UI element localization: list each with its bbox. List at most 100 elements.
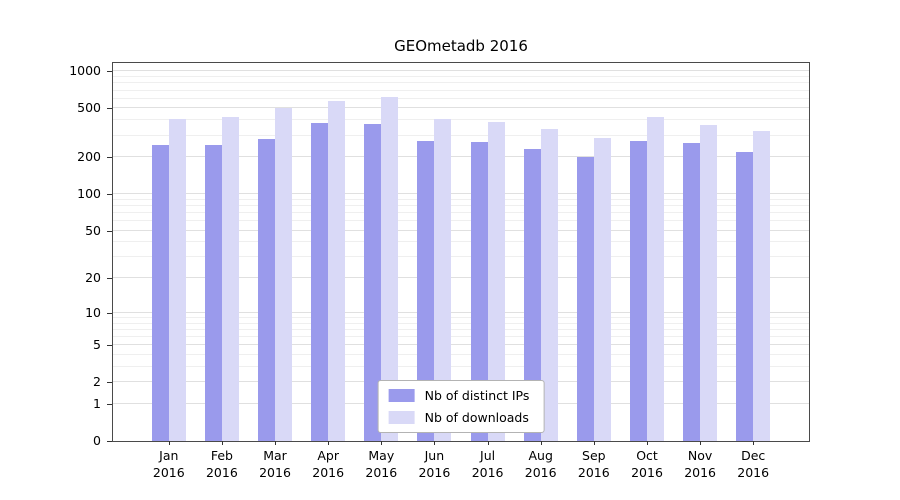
bar-downloads (753, 131, 771, 441)
x-tick-label: Apr 2016 (312, 448, 345, 480)
x-tick-label: Aug 2016 (524, 448, 557, 480)
y-tick-mark (107, 278, 112, 280)
x-tick-mark (540, 441, 542, 445)
y-tick-label: 1 (93, 395, 101, 411)
gridline (113, 328, 809, 330)
y-tick-mark (107, 108, 112, 110)
y-tick-label: 1000 (69, 63, 101, 79)
x-tick-mark (328, 441, 330, 445)
y-tick-mark (107, 345, 112, 347)
gridline (113, 220, 809, 222)
bar-distinct-ips (736, 152, 754, 441)
gridline (113, 256, 809, 258)
x-tick-label: Feb 2016 (205, 448, 238, 480)
x-tick-mark (275, 441, 276, 445)
bar-distinct-ips (630, 141, 647, 441)
legend: Nb of distinct IPs Nb of downloads (377, 380, 545, 433)
bar-distinct-ips (417, 141, 435, 441)
y-tick-label: 5 (93, 337, 101, 353)
y-tick-mark (107, 194, 112, 196)
y-tick-label: 50 (85, 222, 101, 238)
legend-label-distinct-ips: Nb of distinct IPs (424, 388, 530, 403)
gridline (113, 76, 809, 77)
x-tick-label: Mar 2016 (259, 448, 291, 480)
bar-downloads (168, 119, 186, 441)
y-tick-label: 500 (77, 100, 101, 116)
legend-swatch-downloads (388, 411, 415, 424)
bar-downloads (275, 108, 292, 441)
y-tick-label: 200 (77, 149, 101, 165)
bar-downloads (221, 116, 239, 441)
gridline (113, 241, 809, 243)
gridline (113, 82, 809, 84)
gridline (113, 311, 809, 313)
gridline (113, 107, 809, 109)
gridline (113, 322, 809, 324)
x-tick-label: Sep 2016 (577, 448, 610, 480)
bar-distinct-ips (523, 148, 541, 441)
bar-downloads (381, 96, 399, 441)
y-tick-mark (107, 312, 112, 314)
y-tick-mark (107, 441, 112, 442)
x-tick-label: Nov 2016 (684, 448, 716, 480)
legend-item-downloads: Nb of downloads (388, 410, 530, 425)
gridline (113, 212, 809, 213)
legend-swatch-distinct-ips (388, 389, 415, 402)
x-tick-mark (487, 441, 489, 445)
y-tick-label: 20 (85, 270, 101, 286)
x-tick-label: Jul 2016 (471, 448, 504, 480)
y-tick-mark (107, 157, 112, 159)
gridline (113, 277, 809, 279)
x-tick-mark (434, 441, 436, 445)
x-tick-label: Jan 2016 (152, 448, 185, 480)
bar-downloads (434, 119, 452, 441)
gridline (113, 97, 809, 99)
legend-label-downloads: Nb of downloads (424, 410, 529, 425)
gridline (113, 316, 809, 318)
y-tick-mark (107, 230, 112, 232)
x-tick-mark (700, 441, 702, 445)
y-tick-label: 100 (77, 186, 101, 202)
bar-downloads (647, 116, 664, 441)
bar-distinct-ips (311, 123, 329, 441)
x-tick-mark (593, 441, 595, 445)
gridline (113, 204, 809, 206)
gridline (113, 89, 809, 91)
gridline (113, 193, 809, 195)
gridline (113, 365, 809, 367)
x-tick-label: Jun 2016 (418, 448, 451, 480)
x-tick-label: Oct 2016 (631, 448, 663, 480)
gridline (113, 229, 809, 231)
bar-distinct-ips (470, 142, 488, 441)
x-tick-mark (647, 441, 648, 445)
bar-distinct-ips (576, 157, 594, 441)
plot-area: Nb of distinct IPs Nb of downloads (112, 62, 810, 442)
chart-title: GEOmetadb 2016 (394, 37, 528, 55)
gridline (113, 119, 809, 121)
bar-downloads (700, 124, 718, 441)
x-tick-mark (381, 441, 383, 445)
bar-downloads (540, 129, 558, 441)
gridline (113, 353, 809, 355)
y-tick-mark (107, 71, 112, 73)
gridline (113, 70, 809, 72)
bar-distinct-ips (364, 123, 382, 441)
gridline (113, 198, 809, 200)
bar-downloads (328, 101, 346, 441)
bar-distinct-ips (151, 145, 169, 441)
y-tick-label: 0 (93, 433, 101, 448)
bar-downloads (487, 121, 505, 441)
x-tick-mark (753, 441, 755, 445)
y-tick-mark (107, 382, 112, 384)
gridline (113, 134, 809, 136)
y-tick-label: 10 (85, 304, 101, 320)
y-tick-mark (107, 403, 112, 405)
bar-distinct-ips (258, 139, 275, 441)
bars-layer (113, 63, 809, 441)
bar-distinct-ips (204, 145, 222, 441)
y-tick-label: 2 (93, 374, 101, 390)
x-tick-mark (221, 441, 223, 445)
gridline (113, 335, 809, 337)
x-tick-mark (168, 441, 170, 445)
